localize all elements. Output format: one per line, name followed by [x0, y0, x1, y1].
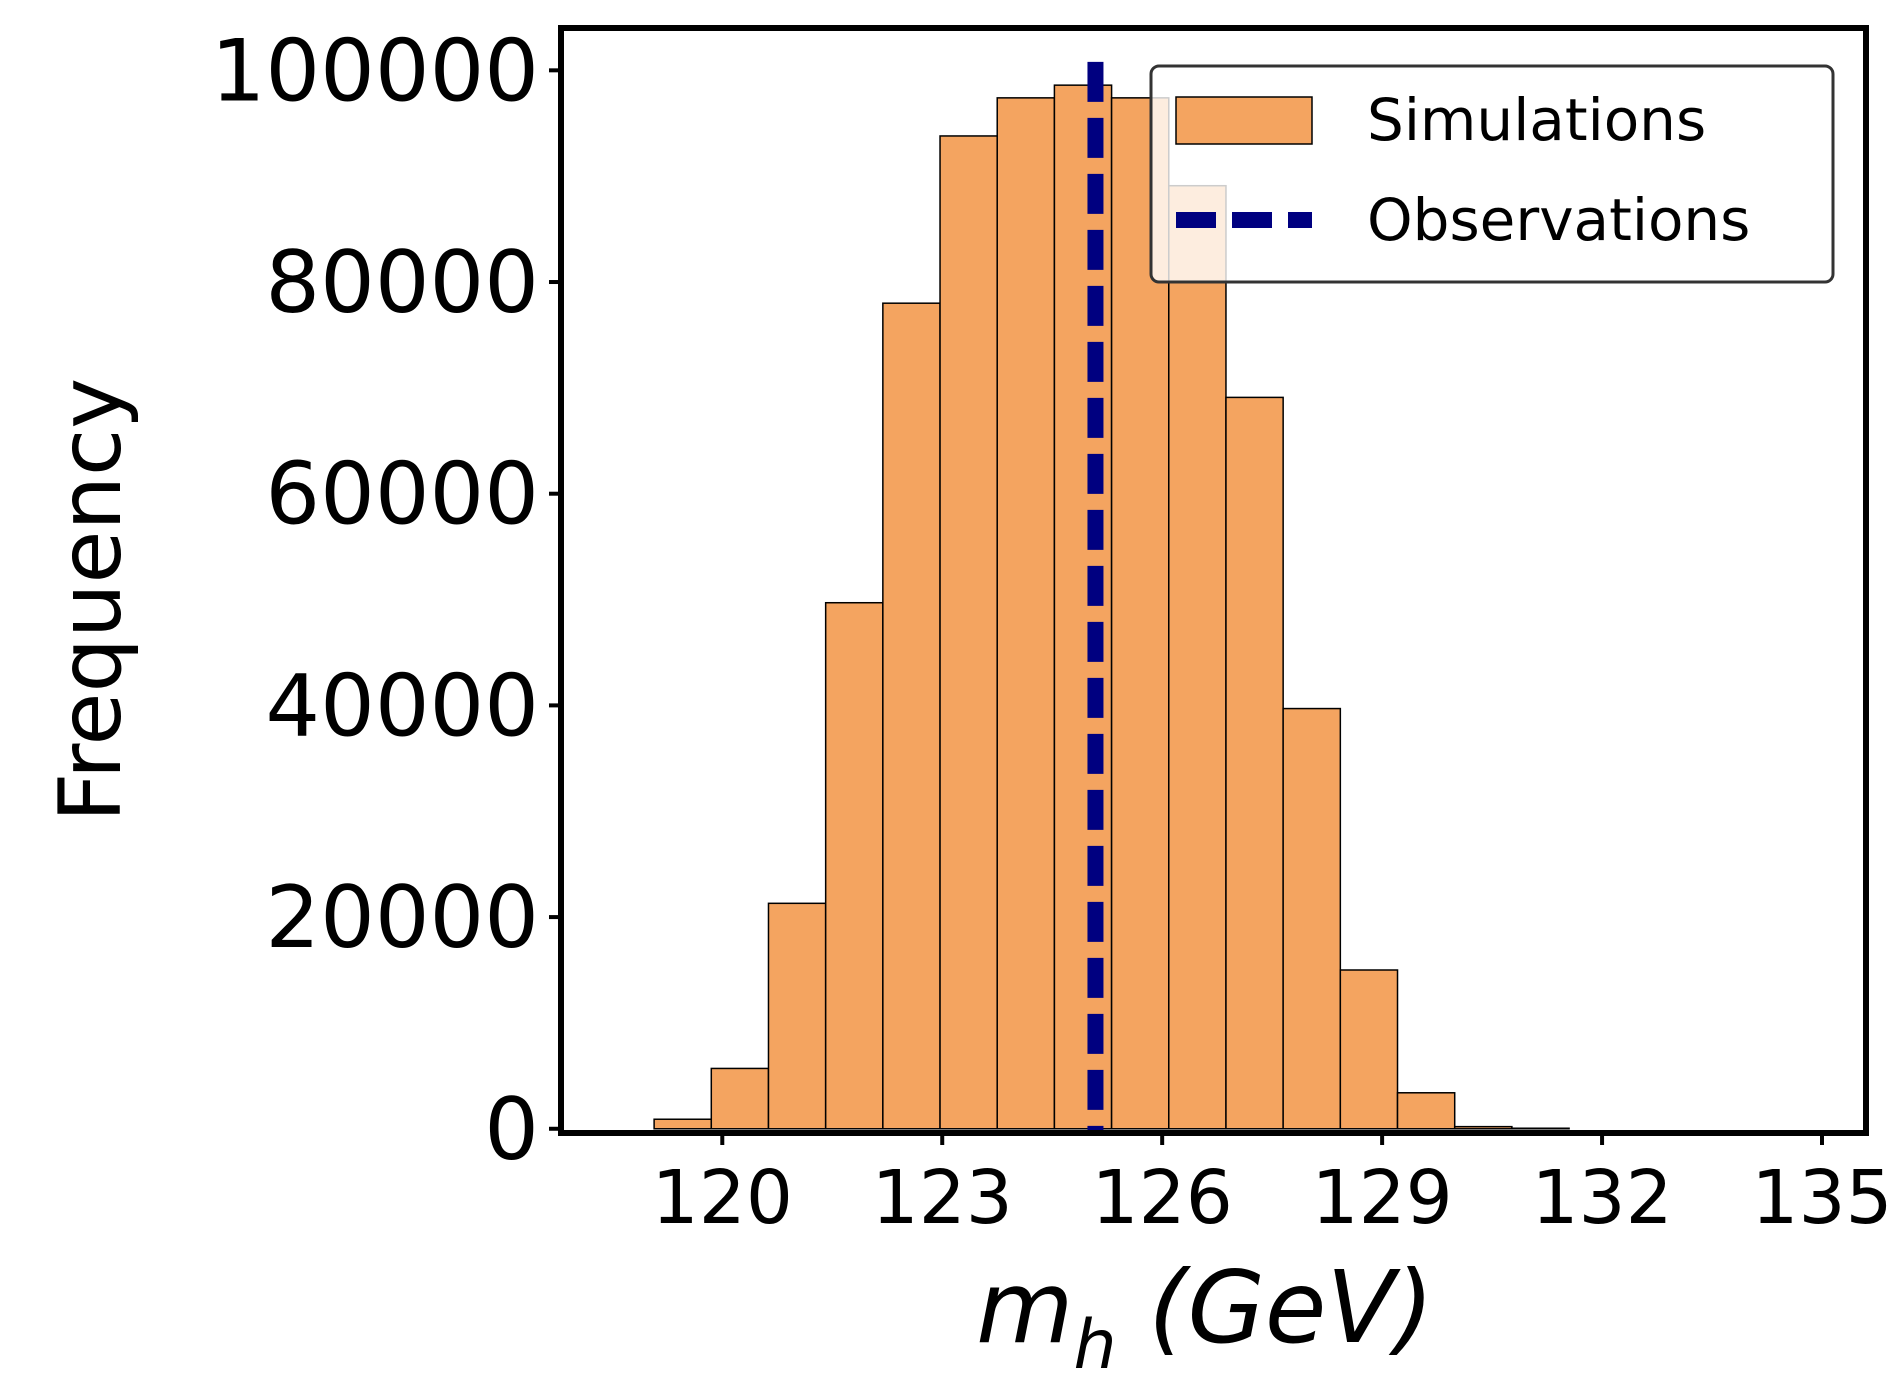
y-tick-label: 60000 [265, 445, 539, 545]
x-tick-label: 135 [1751, 1155, 1892, 1241]
histogram-bar [824, 601, 884, 1130]
x-tick-label: 126 [1092, 1155, 1233, 1241]
y-axis-label: Frequency [41, 378, 141, 822]
legend-simulations-swatch [1175, 96, 1313, 145]
legend-box [1149, 64, 1835, 284]
histogram-bars [653, 84, 1570, 1130]
x-axis-label: mh (GeV) [976, 1249, 1434, 1385]
x-axis-ticks: 120 123 126 129 132 135 [652, 1133, 1893, 1241]
histogram-bar [767, 902, 827, 1130]
histogram-bar [710, 1067, 770, 1130]
histogram-bar [1225, 396, 1284, 1130]
legend: Simulations Observations [1149, 64, 1835, 284]
x-axis-label-rest: (GeV) [1117, 1249, 1434, 1366]
histogram-bar [1396, 1092, 1456, 1130]
x-axis-label-main: m [976, 1249, 1073, 1366]
histogram-bar [1282, 707, 1342, 1130]
histogram-bar [1511, 1127, 1570, 1130]
histogram-bar [939, 135, 998, 1130]
y-axis-ticks: 0 20000 40000 60000 80000 100000 [211, 21, 561, 1180]
histogram-bar [882, 302, 941, 1130]
legend-simulations-label: Simulations [1367, 86, 1706, 154]
histogram-bar [1168, 184, 1227, 1130]
x-tick-label: 132 [1531, 1155, 1672, 1241]
histogram-bar [653, 1118, 713, 1130]
histogram-bar [1453, 1125, 1513, 1130]
histogram-bar [1339, 969, 1399, 1130]
y-tick-label: 0 [484, 1080, 539, 1180]
x-axis-label-sub: h [1074, 1306, 1117, 1385]
y-tick-label: 40000 [265, 656, 539, 756]
x-tick-label: 123 [872, 1155, 1013, 1241]
legend-observations-label: Observations [1367, 186, 1750, 254]
y-tick-label: 80000 [265, 233, 539, 333]
x-tick-label: 120 [652, 1155, 793, 1241]
plot-frame [558, 25, 1869, 1136]
x-tick-label: 129 [1311, 1155, 1452, 1241]
y-tick-label: 100000 [211, 21, 539, 121]
histogram-bar [996, 97, 1056, 1130]
y-tick-label: 20000 [265, 868, 539, 968]
